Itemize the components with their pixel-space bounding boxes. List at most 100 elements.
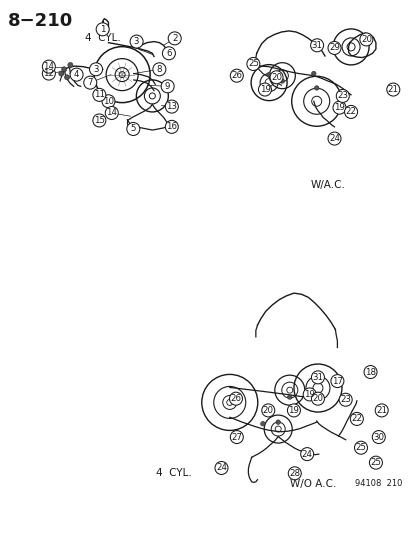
Circle shape: [287, 404, 300, 417]
Text: 13: 13: [166, 102, 177, 111]
Text: 23: 23: [339, 395, 350, 404]
Text: 28: 28: [289, 469, 299, 478]
Circle shape: [42, 60, 55, 73]
Circle shape: [93, 88, 106, 101]
Text: 14: 14: [106, 109, 117, 117]
Circle shape: [102, 95, 115, 108]
Text: 19: 19: [304, 390, 314, 399]
Circle shape: [83, 76, 97, 89]
Text: 26: 26: [230, 394, 241, 403]
Text: 5: 5: [130, 125, 136, 133]
Circle shape: [214, 462, 228, 474]
Circle shape: [89, 63, 102, 76]
Text: 30: 30: [373, 433, 383, 441]
Circle shape: [152, 63, 166, 76]
Text: 18: 18: [364, 368, 375, 376]
Text: 24: 24: [328, 134, 339, 143]
Circle shape: [130, 35, 143, 48]
Circle shape: [338, 393, 351, 406]
Text: 20: 20: [271, 73, 281, 82]
Circle shape: [64, 75, 69, 80]
Circle shape: [93, 114, 106, 127]
Circle shape: [161, 80, 174, 93]
Text: 24: 24: [301, 450, 312, 458]
Circle shape: [42, 67, 55, 80]
Circle shape: [371, 431, 385, 443]
Circle shape: [229, 392, 242, 405]
Circle shape: [230, 69, 243, 82]
Text: 27: 27: [231, 433, 242, 441]
Circle shape: [335, 90, 349, 102]
Text: 16: 16: [166, 123, 177, 131]
Text: 20: 20: [262, 406, 273, 415]
Circle shape: [302, 388, 316, 401]
Circle shape: [275, 420, 280, 424]
Circle shape: [258, 83, 271, 96]
Text: 14: 14: [43, 62, 54, 71]
Circle shape: [269, 71, 282, 84]
Circle shape: [260, 422, 264, 426]
Circle shape: [330, 375, 343, 387]
Circle shape: [70, 68, 83, 81]
Text: 7: 7: [87, 78, 93, 87]
Circle shape: [332, 101, 345, 114]
Circle shape: [126, 123, 140, 135]
Circle shape: [359, 33, 372, 46]
Text: 9: 9: [165, 82, 170, 91]
Circle shape: [354, 441, 367, 454]
Text: 94108  210: 94108 210: [354, 479, 401, 488]
Circle shape: [310, 39, 323, 52]
Text: W/A.C.: W/A.C.: [310, 180, 344, 190]
Circle shape: [165, 100, 178, 113]
Circle shape: [162, 47, 175, 60]
Circle shape: [266, 72, 271, 77]
Text: 15: 15: [94, 116, 104, 125]
Circle shape: [105, 107, 118, 119]
Circle shape: [374, 404, 387, 417]
Text: 22: 22: [351, 415, 361, 423]
Circle shape: [230, 431, 243, 443]
Circle shape: [287, 395, 291, 399]
Text: 20: 20: [360, 35, 371, 44]
Text: 8: 8: [156, 65, 162, 74]
Text: 19: 19: [288, 406, 299, 415]
Text: 12: 12: [43, 69, 54, 78]
Circle shape: [168, 32, 181, 45]
Circle shape: [280, 79, 284, 83]
Text: 17: 17: [331, 377, 342, 385]
Text: 4: 4: [74, 70, 79, 79]
Circle shape: [363, 366, 376, 378]
Circle shape: [311, 71, 315, 76]
Circle shape: [368, 456, 382, 469]
Circle shape: [314, 86, 318, 90]
Text: 1: 1: [100, 25, 105, 34]
Text: 4  CYL.: 4 CYL.: [156, 468, 192, 478]
Circle shape: [165, 120, 178, 133]
Text: 22: 22: [345, 108, 356, 116]
Circle shape: [261, 404, 274, 417]
Text: 25: 25: [355, 443, 366, 452]
Circle shape: [62, 67, 66, 72]
Text: 3: 3: [133, 37, 139, 46]
Circle shape: [311, 371, 324, 384]
Circle shape: [349, 413, 363, 425]
Text: 6: 6: [166, 49, 171, 58]
Circle shape: [287, 467, 301, 480]
Circle shape: [327, 132, 340, 145]
Text: 11: 11: [94, 91, 104, 99]
Text: 21: 21: [387, 85, 398, 94]
Circle shape: [246, 58, 259, 70]
Text: 25: 25: [247, 60, 258, 68]
Circle shape: [311, 392, 324, 405]
Circle shape: [327, 42, 340, 54]
Circle shape: [316, 392, 320, 397]
Text: 26: 26: [231, 71, 242, 80]
Text: 8−210: 8−210: [7, 12, 73, 30]
Circle shape: [59, 71, 64, 76]
Circle shape: [386, 83, 399, 96]
Text: 31: 31: [311, 41, 322, 50]
Circle shape: [344, 106, 357, 118]
Circle shape: [96, 23, 109, 36]
Text: 20: 20: [312, 394, 323, 403]
Text: 19: 19: [259, 85, 270, 94]
